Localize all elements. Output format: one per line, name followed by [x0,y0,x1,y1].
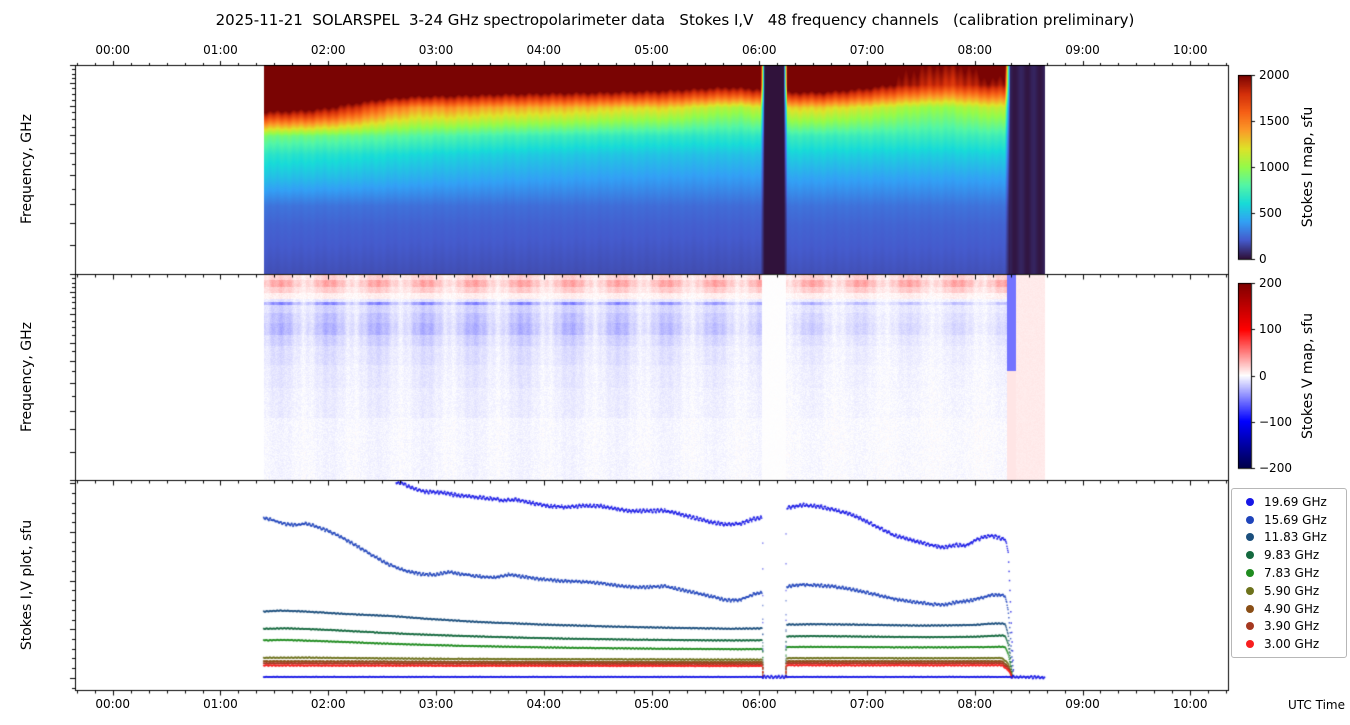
legend-marker-dot [1246,622,1254,631]
stokes-iv-plot-canvas [75,480,1228,690]
x-tick-label-bottom: 03:00 [418,697,454,711]
legend-item: 19.69 GHz [1242,493,1346,511]
x-tick-label-bottom: 01:00 [203,697,238,711]
cbar-v-tick-label: 100 [1259,322,1282,337]
cbar-i-tick-label: 1000 [1259,160,1290,174]
x-tick-label-top: 03:00 [418,43,454,57]
x-tick-label-bottom: 04:00 [526,697,562,711]
freq-axis-label-mid: Frequency, GHz [19,322,35,432]
legend-label: 19.69 GHz [1264,494,1327,509]
x-tick-label-top: 07:00 [849,43,885,57]
x-tick-label-bottom: 00:00 [95,697,130,711]
legend-label: 7.83 GHz [1264,566,1320,581]
cbar-i-tick-label: 500 [1259,206,1282,220]
legend-item: 3.00 GHz [1242,635,1346,653]
cbar-i-tick-label: 2000 [1259,68,1290,82]
legend-item: 4.90 GHz [1242,600,1346,618]
x-tick-label-top: 02:00 [310,43,346,57]
stokes-i-colorbar [1238,75,1251,259]
legend-label: 5.90 GHz [1264,583,1320,598]
legend-marker-dot [1246,640,1254,649]
cbar-v-tick-label: 0 [1259,368,1267,383]
stokes-i-heatmap-canvas [75,65,1228,274]
legend-item: 9.83 GHz [1242,546,1346,564]
stokes-v-heatmap-canvas [75,274,1228,480]
legend-marker-dot [1246,515,1254,524]
legend-marker-dot [1246,551,1254,560]
x-tick-label-top: 06:00 [741,43,777,57]
freq-axis-label-top: Frequency, GHz [19,114,35,224]
x-tick-label-bottom: 06:00 [741,697,777,711]
legend-item: 7.83 GHz [1242,564,1346,582]
x-tick-label-top: 01:00 [203,43,238,57]
legend-label: 15.69 GHz [1264,512,1327,527]
legend-label: 3.00 GHz [1264,637,1320,652]
legend-marker-dot [1246,604,1254,613]
legend: 19.69 GHz 15.69 GHz 11.83 GHz 9.83 GHz 7.83 … [1231,488,1347,658]
cbar-v-tick-label: −200 [1259,461,1292,475]
cbar-v-tick-label: 200 [1259,276,1282,290]
x-tick-label-top: 05:00 [634,43,669,57]
cbar-i-tick-label: 1500 [1259,114,1290,128]
cbar-i-tick-label: 0 [1259,252,1267,266]
legend-label: 3.90 GHz [1264,619,1320,634]
stokes-i-colorbar-label: Stokes I map, sfu [1300,106,1316,228]
page-title: 2025-11-21 SOLARSPEL 3-24 GHz spectropol… [215,11,1135,29]
legend-item: 15.69 GHz [1242,511,1346,529]
stokes-plot-axis-label: Stokes I,V plot, sfu [19,519,35,651]
x-tick-label-bottom: 05:00 [634,697,669,711]
legend-marker-dot [1246,497,1254,506]
legend-marker-dot [1246,569,1254,578]
x-tick-label-bottom: 09:00 [1065,697,1100,711]
x-tick-label-top: 00:00 [95,43,130,57]
legend-label: 11.83 GHz [1264,530,1327,545]
x-tick-label-bottom: 10:00 [1172,697,1208,711]
legend-marker-dot [1246,586,1254,595]
utc-time-label: UTC Time [1288,698,1345,712]
legend-label: 4.90 GHz [1264,601,1320,616]
legend-item: 3.90 GHz [1242,617,1346,635]
x-tick-label-bottom: 07:00 [849,697,885,711]
x-tick-label-bottom: 02:00 [310,697,346,711]
x-tick-label-top: 10:00 [1172,43,1208,57]
stokes-v-colorbar-label: Stokes V map, sfu [1300,312,1316,440]
x-tick-label-bottom: 08:00 [957,697,993,711]
legend-marker-dot [1246,533,1254,542]
x-tick-label-top: 08:00 [957,43,993,57]
x-tick-label-top: 09:00 [1065,43,1100,57]
x-tick-label-top: 04:00 [526,43,562,57]
stokes-v-colorbar [1238,283,1251,468]
cbar-v-tick-label: −100 [1259,414,1292,429]
legend-label: 9.83 GHz [1264,548,1320,563]
legend-item: 5.90 GHz [1242,582,1346,600]
legend-item: 11.83 GHz [1242,529,1346,547]
